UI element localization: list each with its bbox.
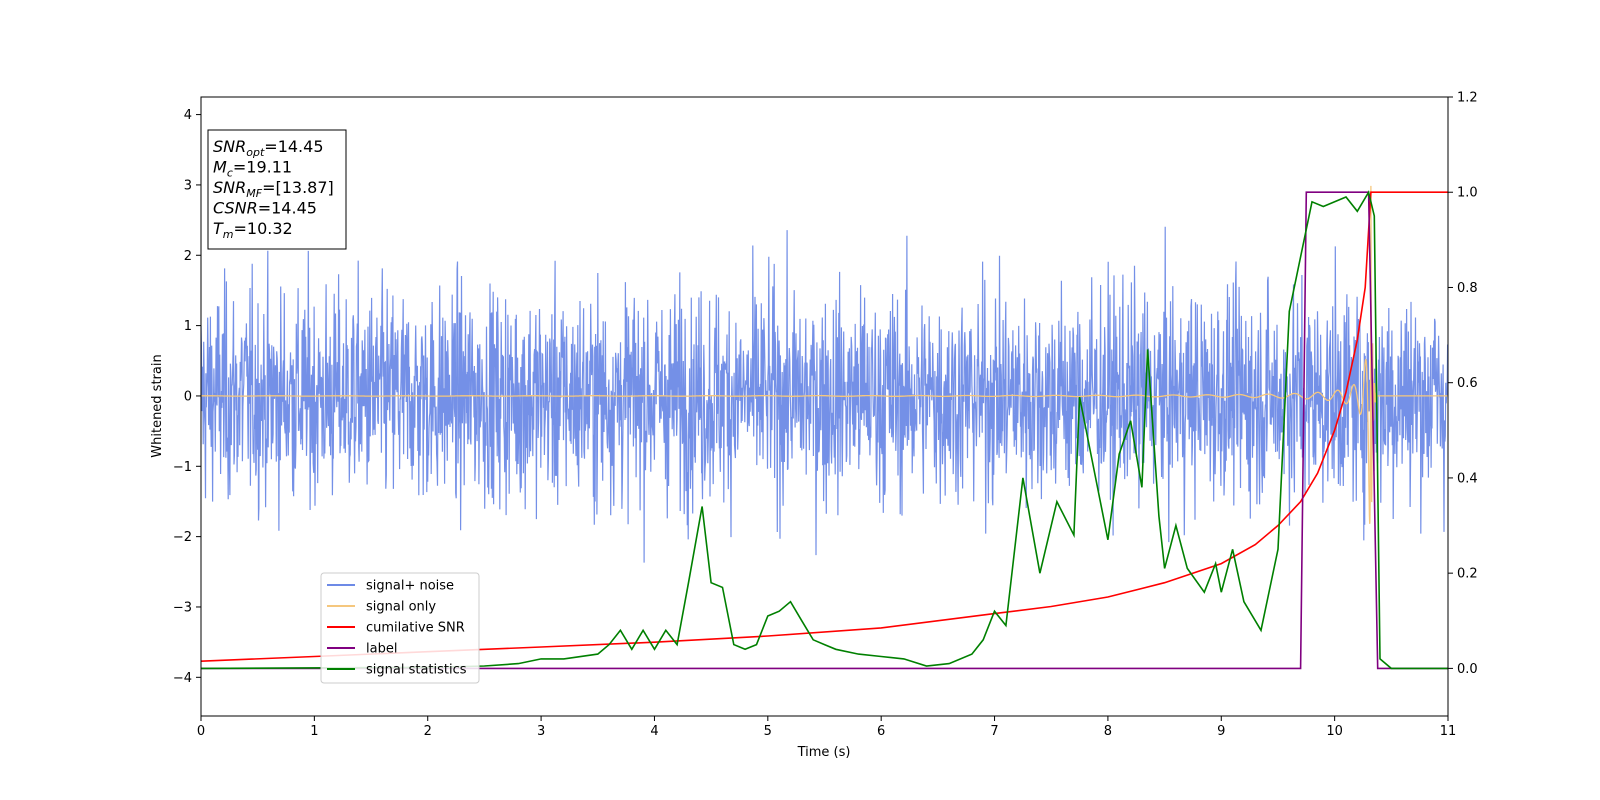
legend: signal+ noise signal only cumilative SNR la… [320,572,480,684]
x-tick-label: 9 [1217,724,1225,739]
y2-tick-label: 1.0 [1457,186,1478,201]
x-tick-label: 0 [197,724,205,739]
x-tick-label: 2 [424,724,432,739]
series-line-signal-noise [201,226,1448,563]
legend-item-signal-noise: signal+ noise [327,579,454,594]
plot-frame [200,96,1449,717]
info-box: SNRopt=14.45Mc=19.11SNRMF=[13.87]CSNR=14… [207,129,347,250]
y2-tick-label: 0.6 [1457,376,1478,391]
y-axis-label: Whitened strain [150,354,165,457]
info-line: SNRMF=[13.87] [213,178,334,200]
legend-item-label: label [327,642,397,657]
series-line-signal-statistics [201,190,1448,670]
legend-item-signal-statistics: signal statistics [327,663,467,678]
series-signal-statistics [201,190,1448,670]
series-line-cumilative-snr [201,191,1448,662]
x-tick-label: 1 [310,724,318,739]
series-label [201,191,1448,670]
legend-label: signal only [366,600,436,615]
info-line: Mc=19.11 [213,158,292,180]
info-box-frame [207,129,347,250]
series-layer [201,185,1448,670]
legend-label: label [366,642,397,657]
y2-tick-label: 0.8 [1457,281,1478,296]
y2-tick-label: 0.4 [1457,471,1478,486]
y2-tick-label: 1.2 [1457,91,1478,106]
series-line-label [201,191,1448,670]
x-tick-label: 8 [1104,724,1112,739]
info-line: SNRopt=14.45 [213,137,324,159]
x-tick-label: 10 [1326,724,1343,739]
x-tick-label: 3 [537,724,545,739]
legend-item-signal-only: signal only [327,600,436,615]
info-line: CSNR=14.45 [213,199,317,218]
series-signal-only [201,185,1448,524]
x-tick-label: 5 [764,724,772,739]
y-tick-label: −3 [173,600,192,615]
legend-frame [320,572,480,684]
x-tick-label: 11 [1440,724,1457,739]
x-tick-label: 7 [990,724,998,739]
y-tick-label: −2 [173,530,192,545]
y2-tick-label: 0.2 [1457,567,1478,582]
y-tick-label: −4 [173,671,192,686]
x-axis-label: Time (s) [797,745,851,760]
y-tick-label: 0 [184,389,192,404]
y-tick-label: 4 [184,108,192,123]
legend-item-cumilative-snr: cumilative SNR [327,621,465,636]
y-tick-label: 2 [184,249,192,264]
legend-label: signal+ noise [366,579,454,594]
info-lines: SNRopt=14.45Mc=19.11SNRMF=[13.87]CSNR=14… [213,137,334,241]
y-tick-label: 3 [184,178,192,193]
legend-label: cumilative SNR [366,621,465,636]
ticks-layer: 0 1 2 3 4 5 6 7 8 9 10 11 −4 −3 −2 −1 0 1 2 3 4 0.0 0.2 0.4 0.6 0… [173,91,1478,740]
y-tick-label: −1 [173,460,192,475]
info-line: Tm=10.32 [213,219,293,241]
series-cumilative-snr [201,191,1448,662]
legend-items: signal+ noise signal only cumilative SNR la… [327,579,467,678]
legend-label: signal statistics [366,663,467,678]
y2-tick-label: 0.0 [1457,662,1478,677]
series-signal-noise [201,226,1448,563]
series-line-signal-only [201,185,1448,524]
y-tick-label: 1 [184,319,192,334]
x-tick-label: 4 [650,724,658,739]
x-tick-label: 6 [877,724,885,739]
